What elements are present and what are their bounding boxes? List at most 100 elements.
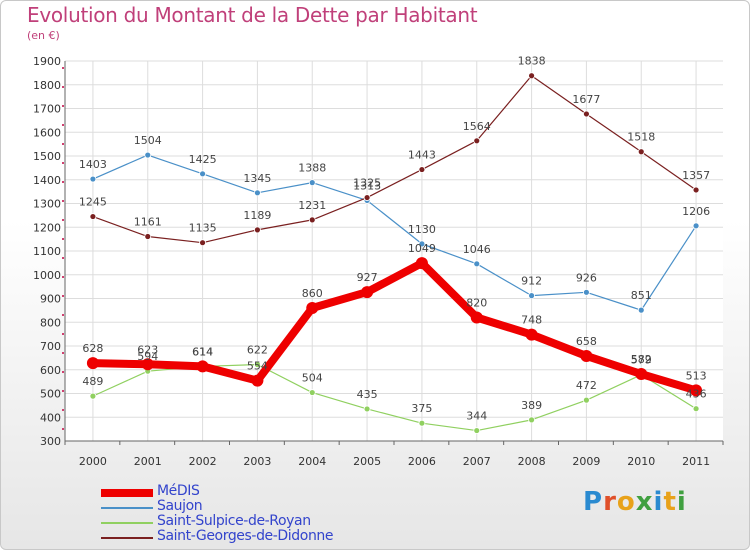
data-label-3: 1677 xyxy=(572,93,600,106)
data-point-1 xyxy=(473,260,481,268)
legend-swatch xyxy=(101,537,153,539)
axis-dot xyxy=(62,333,64,335)
data-label-1: 1046 xyxy=(463,243,491,256)
data-label-0: 623 xyxy=(137,343,158,356)
data-point-0 xyxy=(306,302,319,314)
axis-dot xyxy=(62,314,64,316)
data-label-1: 851 xyxy=(631,289,652,302)
data-label-1: 1504 xyxy=(134,134,162,147)
x-tick-label: 2005 xyxy=(353,455,381,468)
y-tick-label: 800 xyxy=(40,316,61,329)
data-point-3 xyxy=(89,213,97,220)
data-label-0: 748 xyxy=(521,314,542,327)
axis-dot xyxy=(62,238,64,240)
data-label-0: 513 xyxy=(686,369,707,382)
proxiti-logo: Proxiti xyxy=(583,487,687,517)
data-point-3 xyxy=(637,148,645,156)
data-point-2 xyxy=(528,416,535,424)
data-point-2 xyxy=(418,419,426,427)
x-tick-label: 2002 xyxy=(189,455,217,468)
data-label-1: 1313 xyxy=(353,179,381,192)
data-point-2 xyxy=(254,361,261,368)
data-point-2 xyxy=(692,405,700,413)
data-point-3 xyxy=(254,226,261,234)
data-label-0: 614 xyxy=(192,345,213,358)
axis-dot xyxy=(62,295,64,297)
y-tick-label: 400 xyxy=(40,411,61,424)
y-tick-label: 1300 xyxy=(33,198,61,211)
axis-dot xyxy=(62,219,64,221)
data-label-0: 582 xyxy=(631,353,652,366)
data-label-3: 1357 xyxy=(682,169,710,182)
data-label-1: 1345 xyxy=(243,172,271,185)
data-point-3 xyxy=(144,233,152,240)
axis-dot xyxy=(62,257,64,259)
legend-label: MéDIS xyxy=(157,483,200,499)
data-label-1: 1403 xyxy=(79,158,107,171)
data-label-0: 658 xyxy=(576,335,597,348)
data-label-2: 436 xyxy=(686,388,707,401)
axis-dot xyxy=(62,86,64,88)
data-point-1 xyxy=(89,175,97,183)
axis-dot xyxy=(62,67,64,69)
data-point-0 xyxy=(635,368,648,381)
axis-dot xyxy=(62,409,64,411)
data-label-2: 594 xyxy=(137,350,158,363)
data-label-1: 1206 xyxy=(682,205,710,218)
data-point-2 xyxy=(89,392,97,400)
chart-title: Evolution du Montant de la Dette par Hab… xyxy=(27,3,478,27)
x-tick-label: 2006 xyxy=(408,455,436,468)
data-point-3 xyxy=(473,137,481,145)
data-point-0 xyxy=(196,360,209,373)
logo-letter: o xyxy=(616,487,636,517)
data-point-1 xyxy=(637,306,645,314)
data-label-0: 927 xyxy=(357,271,378,284)
x-tick-label: 2010 xyxy=(627,455,655,468)
data-point-3 xyxy=(199,239,206,247)
data-point-1 xyxy=(692,222,700,230)
data-label-2: 504 xyxy=(302,372,323,385)
data-point-1 xyxy=(144,151,152,159)
data-point-0 xyxy=(141,358,154,371)
data-point-3 xyxy=(692,186,700,194)
x-tick-label: 2001 xyxy=(134,455,162,468)
x-tick-label: 2008 xyxy=(518,455,546,468)
y-tick-label: 1200 xyxy=(33,221,61,234)
y-tick-label: 1900 xyxy=(33,55,61,68)
legend-label: Saujon xyxy=(157,498,203,514)
axis-dot xyxy=(62,124,64,126)
legend-swatch xyxy=(101,507,153,509)
series-line-3 xyxy=(92,75,697,244)
data-point-0 xyxy=(361,286,374,299)
data-label-3: 1231 xyxy=(298,199,326,212)
data-label-0: 860 xyxy=(302,287,323,300)
data-label-1: 1130 xyxy=(408,223,436,236)
x-tick-label: 2004 xyxy=(298,455,326,468)
data-label-2: 579 xyxy=(631,354,652,367)
y-tick-label: 900 xyxy=(40,293,61,306)
axis-dot xyxy=(62,428,64,430)
data-point-1 xyxy=(418,240,426,248)
data-label-2: 472 xyxy=(576,379,597,392)
data-label-3: 1518 xyxy=(627,131,655,144)
legend-label: Saint-Georges-de-Didonne xyxy=(157,528,334,544)
legend-label: Saint-Sulpice-de-Royan xyxy=(157,513,311,529)
data-point-0 xyxy=(580,349,593,362)
legend-swatch xyxy=(101,522,153,524)
data-label-3: 1838 xyxy=(518,55,546,68)
data-point-2 xyxy=(363,405,371,413)
x-tick-label: 2011 xyxy=(682,455,710,468)
logo-letter: P xyxy=(583,487,604,517)
data-point-3 xyxy=(583,110,590,118)
axis-dot xyxy=(62,181,64,183)
data-point-0 xyxy=(690,384,703,397)
series-line-1 xyxy=(92,154,697,311)
data-label-3: 1245 xyxy=(79,196,107,209)
data-point-2 xyxy=(308,389,316,396)
logo-letter: t xyxy=(663,487,677,517)
data-point-2 xyxy=(583,396,590,404)
y-tick-label: 1100 xyxy=(33,245,61,258)
data-label-2: 614 xyxy=(192,345,213,358)
data-label-1: 1388 xyxy=(298,162,326,175)
